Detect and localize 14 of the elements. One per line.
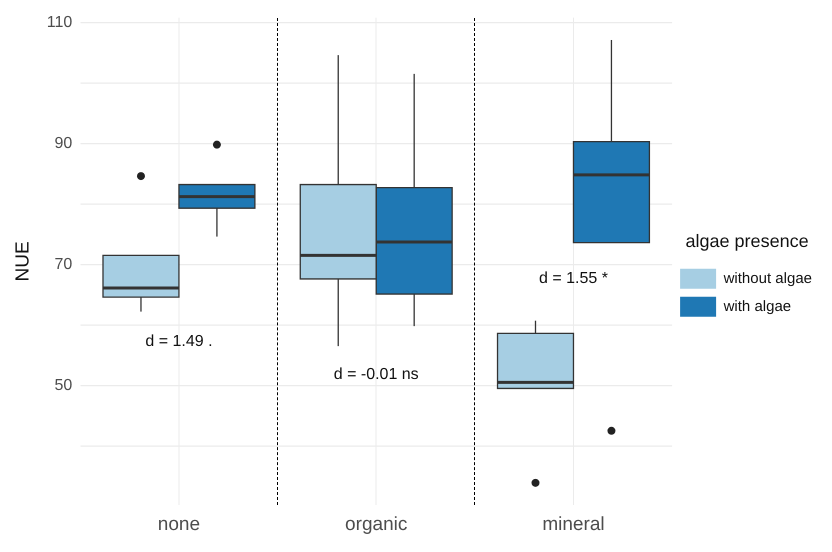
legend-title: algae presence (686, 231, 809, 252)
annotation: d = -0.01 ns (334, 366, 419, 383)
y-tick-label: 50 (54, 376, 72, 394)
x-tick-label: organic (345, 514, 408, 535)
legend-label: without algae (722, 270, 812, 287)
legend-label: with algae (722, 298, 792, 315)
x-tick-label: mineral (542, 514, 605, 535)
y-tick-label: 110 (46, 14, 72, 31)
annotation: d = 1.55 * (538, 270, 608, 287)
y-axis-title: NUE (12, 241, 34, 282)
y-tick-label: 90 (54, 134, 72, 152)
y-tick-label: 70 (54, 256, 72, 273)
x-tick-label: none (158, 514, 200, 535)
annotation: d = 1.49 . (145, 332, 213, 350)
